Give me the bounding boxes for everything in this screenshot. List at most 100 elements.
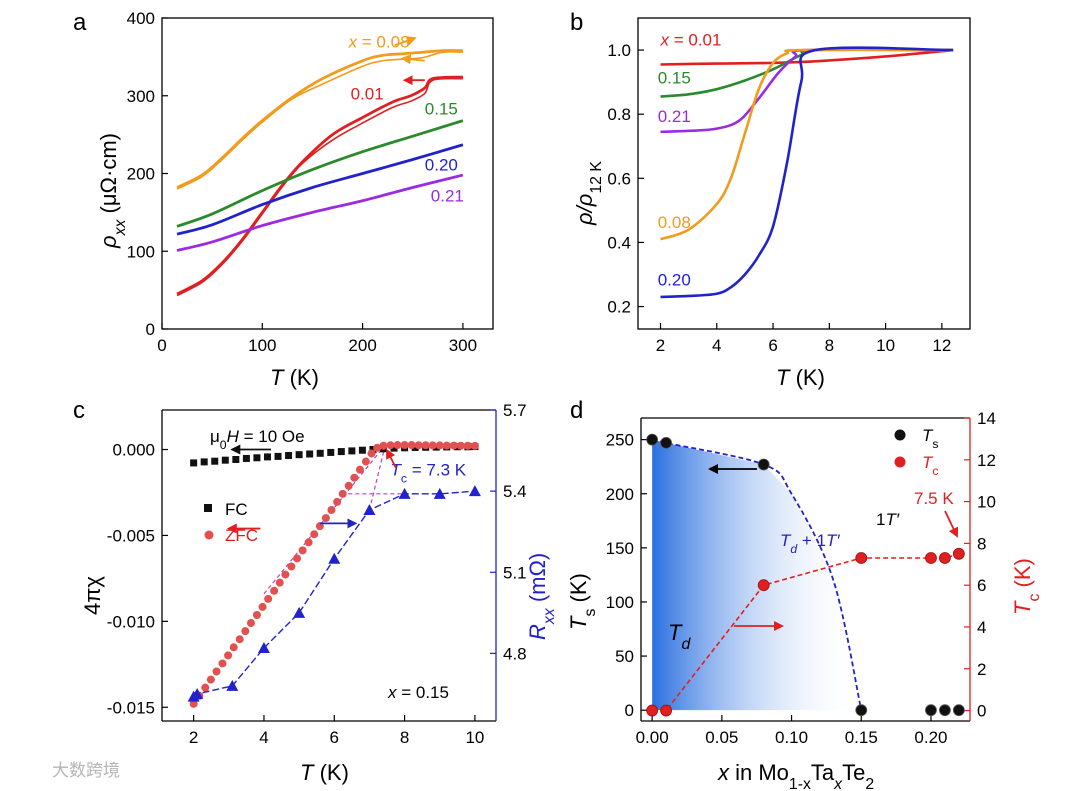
panel-b-ytick-label: 0.6: [607, 169, 631, 188]
panel-a-xtick-label: 200: [348, 336, 376, 355]
panel-c-xlabel: T (K): [300, 760, 349, 785]
panel-a-arrow-down: [400, 54, 425, 65]
panel-a-series-0.15: [176, 119, 464, 228]
panel-c-zfc-point: [293, 554, 302, 563]
panel-c-zfc-point: [373, 443, 382, 452]
panel-a-ytick-label: 400: [127, 9, 155, 28]
panel-a-annotation: 0.20: [425, 155, 458, 174]
panel-a-ytick-label: 0: [146, 320, 155, 339]
panel-a-annotation: 0.01: [351, 85, 384, 104]
panel-a-series-0.08: [176, 49, 463, 189]
panel-b-series-0.01: [660, 48, 954, 66]
panel-c-zfc-point: [428, 441, 437, 450]
panel-b-annotation: 0.15: [658, 69, 691, 88]
panel-d-ts-point: [855, 704, 868, 717]
panel-c-field-label: μ0H = 10 Oe: [210, 427, 305, 452]
panel-d-legend-marker-tc: [894, 456, 906, 468]
panel-c-fc-point: [190, 459, 198, 467]
panel-c-zfc-point: [298, 546, 307, 555]
panel-d-legend-marker-ts: [894, 429, 906, 441]
panel-c-zfc-point: [407, 441, 416, 450]
panel-c-rxx-point: [433, 487, 446, 499]
panel-d-ytick-label: 150: [606, 539, 634, 558]
panel-d-tc-point: [660, 704, 672, 717]
panel-b-xtick-label: 12: [932, 336, 951, 355]
panel-c-zfc-point: [310, 530, 319, 539]
panel-d-ytick-label: 50: [615, 647, 634, 666]
panel-b-xtick-label: 4: [712, 336, 721, 355]
panel-c-zfc-point: [379, 441, 388, 450]
panel-c-zfc-point: [361, 457, 370, 466]
panel-c-zfc-point: [270, 586, 279, 595]
panel-c-zfc-point: [206, 675, 215, 684]
panel-c-fc-point: [337, 448, 345, 456]
panel-b-xtick-label: 2: [656, 336, 665, 355]
panel-d-td-label: Td: [668, 620, 691, 653]
panel-c-fc-point: [263, 453, 271, 461]
panel-c-xtick-label: 2: [189, 728, 198, 747]
panel-c-zfc-point: [264, 594, 273, 603]
panel-d-ts-point: [757, 458, 770, 471]
panel-d-y2tick-label: 0: [977, 702, 986, 721]
panel-c-fc-point: [211, 457, 219, 465]
panel-c-zfc-point: [189, 699, 198, 708]
panel-c-fc-point: [390, 444, 398, 452]
panel-b-series-0.20: [660, 46, 954, 299]
panel-c-fc-point: [327, 448, 335, 456]
panel-c-zfc-point: [414, 441, 423, 450]
panel-c-y2tick-label: 5.1: [503, 563, 527, 582]
panel-d-xtick-label: 0.15: [845, 728, 878, 747]
panel-d-label: d: [570, 397, 583, 424]
panel-c-fc-point: [348, 447, 356, 455]
panel-b-ytick-label: 0.8: [607, 105, 631, 124]
panel-c-ylabel2: Rxx (mΩ): [525, 553, 558, 640]
panel-d-ts-point: [939, 704, 951, 717]
panel-d-1t-label: 1T′: [876, 510, 900, 529]
panel-a-series-0.01-return: [176, 77, 463, 297]
panel-b-annotation: 0.21: [658, 107, 691, 126]
panel-b-annotation: x = 0.01: [660, 30, 722, 49]
panel-c-zfc-point: [258, 602, 267, 611]
panel-d-y2tick-label: 8: [977, 534, 986, 553]
panel-c-zfc-point: [287, 562, 296, 571]
panel-a-xtick-label: 0: [157, 336, 166, 355]
panel-c-fc-point: [358, 446, 366, 454]
panel-d-ts-point: [660, 436, 672, 449]
panel-c-rxx-point: [191, 687, 204, 699]
panel-d-tc-point: [925, 552, 937, 564]
panel-c-xtick-label: 4: [259, 728, 268, 747]
panel-d-tc-note-arrow: [944, 510, 959, 538]
panel-d-ts-boundary: [651, 438, 863, 711]
panel-c-fc-point: [242, 454, 250, 462]
panel-b-series-0.08: [660, 48, 954, 241]
panel-d-legend-ts: Ts: [922, 426, 939, 451]
panel-c-fc-point: [253, 454, 261, 462]
panel-d-ts-point: [646, 433, 659, 446]
panel-c-rxx-point: [363, 504, 376, 516]
panel-d-y2tick-label: 6: [977, 576, 986, 595]
panel-d-y2tick-label: 12: [977, 451, 996, 470]
panel-c-zfc-point: [229, 643, 238, 652]
panel-b-ytick-label: 0.4: [607, 233, 631, 252]
panel-d-ytick-label: 100: [606, 593, 634, 612]
panel-d-ylabel2: Tc (K): [1010, 558, 1043, 615]
panel-c-zfc-point: [275, 578, 284, 587]
panel-d-xtick-label: 0.00: [636, 728, 669, 747]
panel-c-zfc-point: [338, 489, 347, 498]
panel-c-zfc-point: [344, 481, 353, 490]
panel-b-xtick-label: 10: [876, 336, 895, 355]
panel-a-xlabel: T (K): [270, 365, 319, 390]
panel-b-label: b: [570, 9, 583, 36]
panel-c-zfc-point: [281, 570, 290, 579]
panel-c-zfc-point: [350, 473, 359, 482]
panel-c-fc-point: [221, 456, 229, 464]
panel-a-series-0.01: [176, 75, 463, 296]
panel-a-ytick-label: 200: [127, 165, 155, 184]
panel-c-fc-point: [316, 449, 324, 457]
panel-b-frame: [637, 17, 971, 330]
panel-c-xtick-label: 10: [465, 728, 484, 747]
panel-a-xtick-label: 100: [248, 336, 276, 355]
panel-d-ts-point: [952, 704, 965, 717]
panel-b-xtick-label: 8: [825, 336, 834, 355]
